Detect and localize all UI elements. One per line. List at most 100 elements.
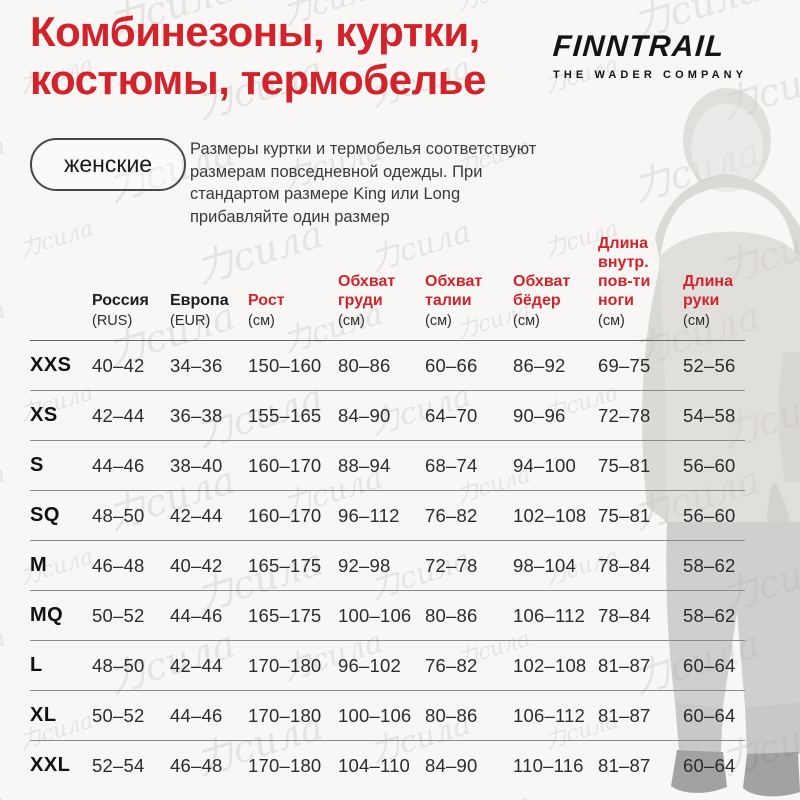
- table-row: M 46–48 40–42 165–175 92–98 72–78 98–104 78–84 5…: [30, 541, 745, 591]
- size-value: 106–112: [513, 704, 586, 726]
- model-boots: [671, 750, 727, 793]
- size-value: 60–64: [683, 704, 736, 726]
- column-header-unit: (см): [248, 313, 275, 329]
- size-value: 94–100: [513, 454, 576, 476]
- size-value: 81–87: [598, 654, 651, 676]
- size-value: 102–108: [513, 654, 587, 676]
- size-value: 110–116: [513, 754, 584, 776]
- size-value: 150–160: [248, 354, 322, 376]
- size-value: 155–165: [248, 404, 322, 426]
- logo-text: FINNTRAIL: [551, 30, 727, 63]
- size-value: 78–84: [598, 554, 651, 576]
- size-value: 44–46: [170, 704, 223, 726]
- column-header: Обхват бёдер (см): [513, 272, 598, 330]
- size-value: 58–62: [683, 604, 736, 626]
- size-label: XS: [30, 404, 58, 426]
- size-value: 80–86: [425, 704, 478, 726]
- column-header-label: Россия: [92, 292, 149, 309]
- size-value: 48–50: [92, 504, 145, 526]
- size-value: 160–170: [248, 504, 322, 526]
- table-row: L 48–50 42–44 170–180 96–102 76–82 102–108 81–8…: [30, 641, 745, 691]
- column-header-unit: (см): [513, 313, 540, 329]
- size-value: 104–110: [338, 754, 411, 776]
- size-value: 42–44: [170, 504, 223, 526]
- column-header: Россия (RUS): [92, 291, 170, 330]
- column-header-unit: (см): [683, 313, 710, 329]
- column-header-unit: (EUR): [170, 313, 211, 329]
- column-header-label: Европа: [170, 292, 229, 309]
- size-value: 58–62: [683, 554, 736, 576]
- size-value: 72–78: [598, 404, 651, 426]
- size-value: 170–180: [248, 654, 322, 676]
- size-value: 81–87: [598, 754, 651, 776]
- size-value: 75–81: [598, 504, 651, 526]
- size-value: 44–46: [170, 604, 223, 626]
- size-value: 106–112: [513, 604, 586, 626]
- column-header-label: Длина руки: [683, 273, 733, 309]
- column-header-label: Обхват талии: [425, 273, 483, 309]
- size-value: 86–92: [513, 354, 566, 376]
- size-label: S: [30, 454, 44, 476]
- size-value: 56–60: [683, 504, 736, 526]
- size-value: 80–86: [338, 354, 391, 376]
- size-label: SQ: [30, 504, 60, 526]
- size-value: 40–42: [92, 354, 145, 376]
- size-value: 100–106: [338, 704, 412, 726]
- size-label: L: [30, 654, 43, 676]
- size-value: 44–46: [92, 454, 145, 476]
- size-value: 54–58: [683, 404, 736, 426]
- column-header-unit: (см): [338, 313, 365, 329]
- column-header-label: Обхват бёдер: [513, 273, 571, 309]
- size-value: 96–102: [338, 654, 401, 676]
- size-value: 78–84: [598, 604, 651, 626]
- model-pants: [666, 522, 800, 707]
- column-header: Европа (EUR): [170, 291, 248, 330]
- size-value: 76–82: [425, 504, 478, 526]
- size-value: 48–50: [92, 654, 145, 676]
- size-value: 160–170: [248, 454, 322, 476]
- logo-tagline: THE WADER COMPANY: [553, 69, 748, 81]
- size-value: 40–42: [170, 554, 223, 576]
- size-label: XXL: [30, 754, 71, 776]
- size-value: 88–94: [338, 454, 391, 476]
- size-label: M: [30, 554, 48, 576]
- size-value: 165–175: [248, 604, 322, 626]
- size-value: 52–54: [92, 754, 145, 776]
- size-value: 72–78: [425, 554, 478, 576]
- title-line-1: Комбинезоны, куртки,: [30, 8, 480, 55]
- column-header: Рост (см): [248, 291, 338, 330]
- table-row: XS 42–44 36–38 155–165 84–90 64–70 90–96 72–78 5…: [30, 391, 745, 441]
- size-value: 50–52: [92, 604, 145, 626]
- table-row: XXS 40–42 34–36 150–160 80–86 60–66 86–92 69–75…: [30, 341, 745, 391]
- page-title: Комбинезоны, куртки, костюмы, термобелье: [30, 8, 486, 104]
- size-value: 34–36: [170, 354, 223, 376]
- column-header: [30, 328, 92, 330]
- size-value: 75–81: [598, 454, 651, 476]
- column-header-unit: (см): [598, 313, 625, 329]
- size-value: 84–90: [338, 404, 391, 426]
- table-body: XXS 40–42 34–36 150–160 80–86 60–66 86–92 69–75…: [30, 341, 745, 790]
- table-row: SQ 48–50 42–44 160–170 96–112 76–82 102–108 75–…: [30, 491, 745, 541]
- column-header: Обхват груди (см): [338, 272, 425, 330]
- column-header-label: Длина внутр. пов-ти ноги: [598, 235, 651, 309]
- column-header-unit: (см): [425, 313, 452, 329]
- column-header: Обхват талии (см): [425, 272, 513, 330]
- size-value: 42–44: [92, 404, 145, 426]
- size-value: 80–86: [425, 604, 478, 626]
- size-value: 68–74: [425, 454, 478, 476]
- brand-logo: FINNTRAIL THE WADER COMPANY: [551, 30, 773, 81]
- size-value: 60–66: [425, 354, 478, 376]
- table-row: MQ 50–52 44–46 165–175 100–106 80–86 106–112 78…: [30, 591, 745, 641]
- column-header-unit: (RUS): [92, 313, 133, 329]
- size-value: 50–52: [92, 704, 145, 726]
- size-value: 98–104: [513, 554, 576, 576]
- size-value: 84–90: [425, 754, 478, 776]
- column-header: Длина внутр. пов-ти ноги (см): [598, 234, 683, 330]
- size-value: 92–98: [338, 554, 391, 576]
- size-value: 69–75: [598, 354, 651, 376]
- size-value: 170–180: [248, 704, 322, 726]
- size-value: 165–175: [248, 554, 322, 576]
- gender-badge: женские: [30, 138, 187, 191]
- size-value: 170–180: [248, 754, 322, 776]
